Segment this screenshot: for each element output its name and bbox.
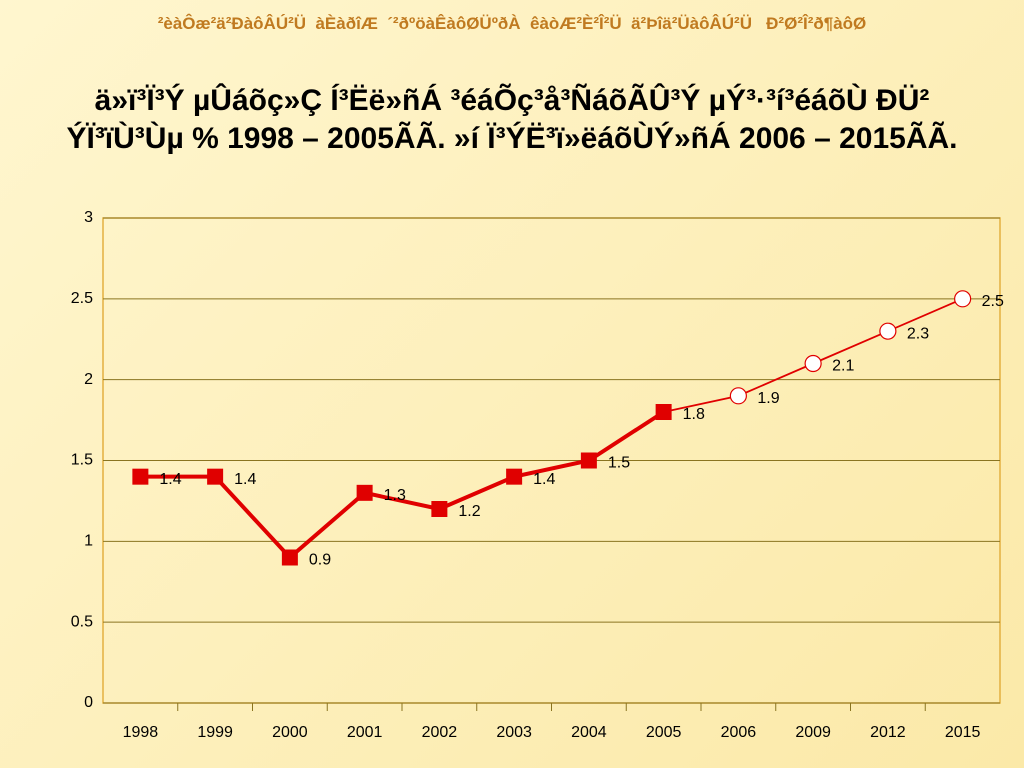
data-label: 0.9 [309,552,331,569]
y-tick-label: 2 [84,371,93,388]
x-tick-label: 2005 [646,724,682,741]
y-tick-label: 3 [84,209,93,226]
data-point [132,468,149,485]
x-tick-label: 2006 [721,724,757,741]
data-label: 1.3 [384,487,406,504]
data-label: 1.2 [458,503,480,520]
data-point [281,549,298,566]
x-tick-label: 2012 [870,724,906,741]
x-tick-label: 2003 [496,724,532,741]
data-point [506,468,523,485]
y-tick-label: 0 [84,694,93,711]
data-label: 1.4 [234,471,256,488]
x-tick-label: 1998 [123,724,159,741]
slide-header: ²èàÔæ²ä²ÐàôÂÚ²Ü àÈàðîÆ ´²ðºöàÊàôØÜºðÀ êà… [157,14,867,33]
data-point [655,404,672,420]
x-tick-label: 2015 [945,724,981,741]
x-tick-label: 1999 [197,724,233,741]
data-label: 2.3 [907,325,929,342]
data-point [356,484,373,501]
y-tick-label: 1 [84,533,93,550]
x-tick-label: 2000 [272,724,308,741]
y-tick-label: 2.5 [71,290,93,307]
chart-title: ä»ï³Ï³Ý µÛáõç»Ç Í³Ëë»ñÁ ³éáÕç³å³ÑáõÃÛ³Ý … [66,84,958,155]
x-tick-label: 2009 [795,724,831,741]
data-label: 1.9 [757,390,779,407]
data-point [804,354,822,373]
data-label: 2.1 [832,358,854,375]
data-point [729,387,747,405]
data-point [879,322,897,340]
data-label: 1.8 [683,406,705,423]
series-line [140,410,665,561]
data-point [580,452,597,469]
y-tick-label: 0.5 [71,613,93,630]
x-tick-label: 2001 [347,724,383,741]
data-point [431,501,448,517]
data-label: 1.5 [608,455,630,472]
x-tick-label: 2004 [571,724,607,741]
data-point [954,290,972,308]
data-label: 1.4 [159,471,181,488]
y-tick-label: 1.5 [71,452,93,469]
data-point [207,468,224,485]
x-tick-label: 2002 [422,724,458,741]
data-label: 1.4 [533,471,555,488]
data-label: 2.5 [982,293,1004,310]
